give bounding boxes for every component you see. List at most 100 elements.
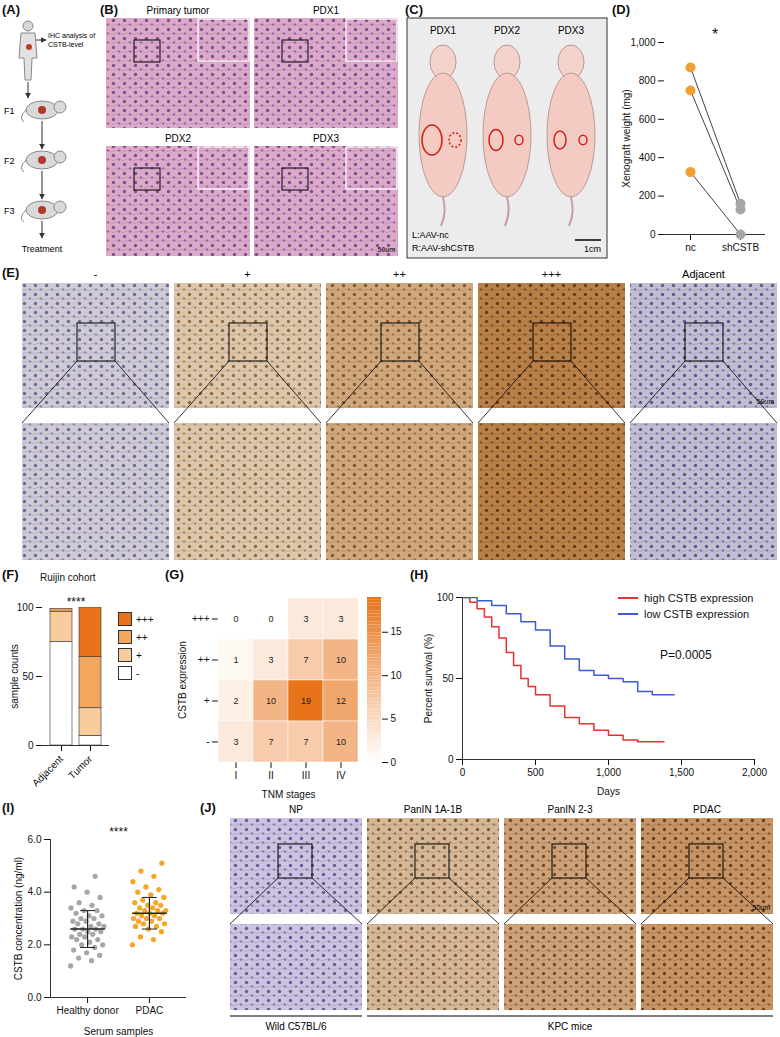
- svg-text:600: 600: [639, 114, 656, 125]
- svg-text:+++: +++: [192, 613, 210, 624]
- svg-text:Wild C57BL/6: Wild C57BL/6: [265, 1021, 327, 1032]
- svg-text:10: 10: [336, 655, 346, 665]
- svg-text:PDAC: PDAC: [693, 804, 721, 815]
- svg-text:12: 12: [336, 696, 346, 706]
- svg-text:1,500: 1,500: [669, 767, 694, 778]
- svg-text:50um: 50um: [377, 246, 395, 253]
- svg-text:0: 0: [448, 754, 454, 765]
- svg-text:Serum samples: Serum samples: [84, 1026, 153, 1037]
- svg-text:0: 0: [233, 614, 238, 624]
- svg-text:PDX3: PDX3: [558, 25, 585, 36]
- svg-text:6.0: 6.0: [28, 834, 42, 845]
- svg-text:PanIN 1A-1B: PanIN 1A-1B: [404, 804, 463, 815]
- svg-text:KPC mice: KPC mice: [548, 1021, 593, 1032]
- svg-text:PDX1: PDX1: [430, 25, 457, 36]
- svg-text:50um: 50um: [752, 904, 770, 911]
- svg-text:*: *: [712, 26, 718, 43]
- svg-text:I: I: [235, 770, 238, 781]
- svg-text:3: 3: [338, 614, 343, 624]
- svg-text:****: ****: [67, 595, 86, 609]
- svg-text:+: +: [244, 268, 250, 280]
- svg-text:1cm: 1cm: [584, 244, 601, 254]
- svg-text:Healthy donor: Healthy donor: [56, 1005, 119, 1016]
- svg-text:++: ++: [393, 268, 406, 280]
- svg-text:PDX2: PDX2: [165, 133, 192, 144]
- svg-text:3: 3: [303, 614, 308, 624]
- html-text:(B): (B): [100, 2, 118, 17]
- svg-text:F3: F3: [4, 206, 15, 216]
- svg-text:200: 200: [639, 190, 656, 201]
- svg-text:50: 50: [442, 673, 454, 684]
- svg-text:1,000: 1,000: [596, 767, 621, 778]
- svg-text:Treatment: Treatment: [22, 244, 63, 254]
- svg-text:10: 10: [391, 670, 403, 681]
- svg-text:15: 15: [391, 626, 403, 637]
- svg-text:0: 0: [460, 767, 466, 778]
- svg-text:3: 3: [268, 655, 273, 665]
- svg-text:2.0: 2.0: [28, 939, 42, 950]
- svg-text:Primary tumor: Primary tumor: [147, 5, 210, 16]
- svg-text:0.0: 0.0: [28, 992, 42, 1003]
- svg-text:800: 800: [639, 75, 656, 86]
- svg-text:Percent survival (%): Percent survival (%): [423, 634, 434, 723]
- svg-text:Days: Days: [597, 786, 620, 797]
- svg-text:NP: NP: [289, 804, 303, 815]
- svg-text:PDX1: PDX1: [313, 5, 340, 16]
- svg-text:500: 500: [527, 767, 544, 778]
- svg-text:7: 7: [303, 737, 308, 747]
- svg-text:PDX3: PDX3: [313, 133, 340, 144]
- svg-text:nc: nc: [685, 242, 696, 253]
- svg-text:TNM stages: TNM stages: [262, 789, 316, 800]
- html-text:(A): (A): [2, 2, 20, 17]
- svg-text:400: 400: [639, 152, 656, 163]
- svg-text:10: 10: [336, 737, 346, 747]
- svg-text:CSTB-level: CSTB-level: [48, 41, 84, 48]
- svg-text:F2: F2: [4, 156, 15, 166]
- svg-text:2: 2: [233, 696, 238, 706]
- svg-text:shCSTB: shCSTB: [722, 242, 760, 253]
- svg-text:Adjacent: Adjacent: [682, 268, 725, 280]
- svg-text:100: 100: [437, 592, 454, 603]
- svg-text:0: 0: [28, 740, 34, 751]
- html-text:(D): (D): [612, 2, 630, 17]
- svg-text:CSTB concentration (ng/ml): CSTB concentration (ng/ml): [13, 857, 24, 980]
- svg-text:50um: 50um: [756, 398, 774, 405]
- svg-text:PDX2: PDX2: [494, 25, 521, 36]
- svg-text:-: -: [206, 736, 209, 747]
- svg-text:F1: F1: [4, 106, 15, 116]
- svg-text:100: 100: [17, 602, 34, 613]
- svg-text:0: 0: [650, 229, 656, 240]
- svg-text:7: 7: [268, 737, 273, 747]
- svg-text:R:AAV-shCSTB: R:AAV-shCSTB: [412, 243, 474, 253]
- svg-text:7: 7: [303, 655, 308, 665]
- svg-text:Xenograft weight (mg): Xenograft weight (mg): [621, 89, 632, 187]
- svg-text:4.0: 4.0: [28, 886, 42, 897]
- svg-text:L:AAV-nc: L:AAV-nc: [412, 230, 449, 240]
- svg-text:IHC analysis of: IHC analysis of: [48, 32, 95, 40]
- svg-text:1,000: 1,000: [630, 37, 655, 48]
- svg-text:CSTB expression: CSTB expression: [177, 641, 188, 719]
- svg-text:+: +: [204, 695, 210, 706]
- svg-text:III: III: [302, 770, 310, 781]
- svg-text:+++: +++: [542, 268, 561, 280]
- svg-text:2,000: 2,000: [742, 767, 767, 778]
- html-text:(C): (C): [405, 2, 423, 17]
- svg-text:0: 0: [268, 614, 273, 624]
- svg-text:PDAC: PDAC: [136, 1005, 164, 1016]
- svg-text:50: 50: [22, 671, 34, 682]
- svg-text:****: ****: [109, 825, 128, 839]
- svg-text:Adjacent: Adjacent: [30, 753, 65, 788]
- svg-text:PanIN 2-3: PanIN 2-3: [547, 804, 592, 815]
- svg-text:19: 19: [301, 696, 311, 706]
- svg-text:-: -: [94, 268, 98, 280]
- svg-text:3: 3: [233, 737, 238, 747]
- svg-text:5: 5: [391, 713, 397, 724]
- svg-text:sample counts: sample counts: [9, 644, 20, 708]
- svg-text:0: 0: [391, 757, 397, 768]
- svg-text:IV: IV: [336, 770, 346, 781]
- svg-text:Tumor: Tumor: [66, 753, 94, 781]
- svg-text:1: 1: [233, 655, 238, 665]
- svg-text:II: II: [268, 770, 274, 781]
- svg-text:10: 10: [266, 696, 276, 706]
- svg-text:++: ++: [198, 654, 210, 665]
